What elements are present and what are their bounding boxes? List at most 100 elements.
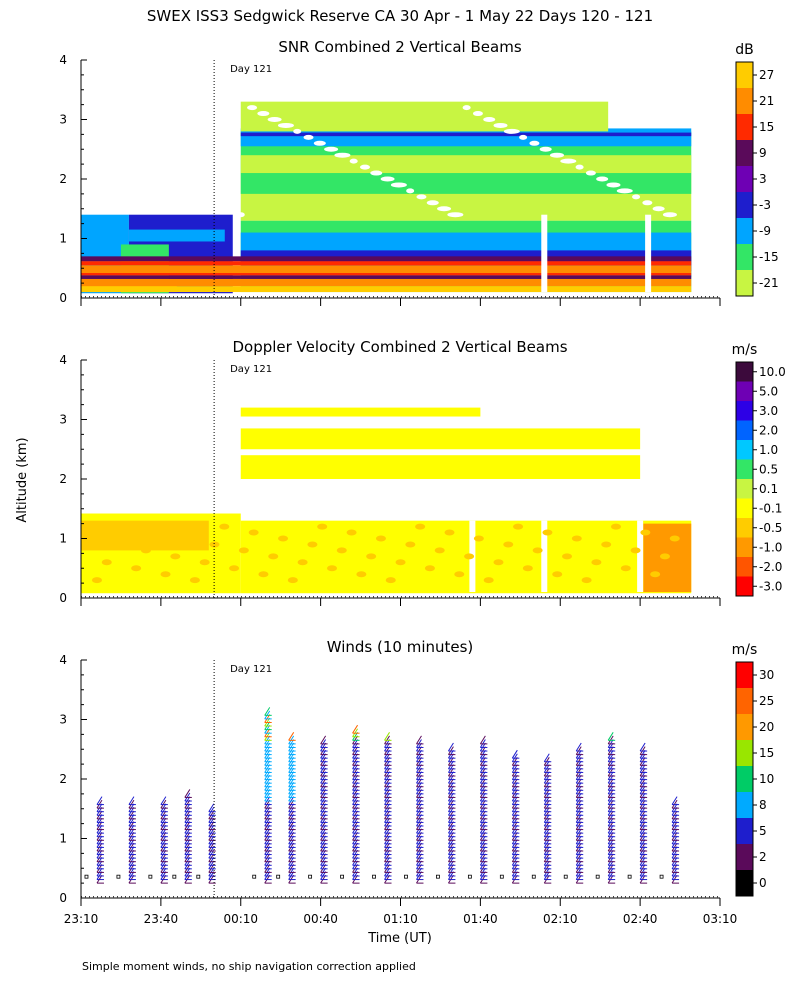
colorbar-swatch — [736, 459, 753, 479]
x-tick-label: 23:40 — [144, 912, 179, 926]
colorbar-label: 5 — [759, 824, 767, 838]
data-gap — [606, 182, 621, 188]
data-blob — [424, 565, 435, 572]
colorbar-label: 3.0 — [759, 404, 778, 418]
data-blob — [610, 523, 621, 530]
data-layer — [240, 455, 641, 479]
data-gap — [462, 105, 471, 111]
calm-marker — [84, 874, 89, 879]
data-gap — [370, 170, 383, 176]
y-tick-label: 0 — [59, 291, 67, 305]
colorbar-swatch — [736, 88, 753, 114]
y-tick-label: 1 — [59, 532, 67, 546]
colorbar-swatch — [736, 498, 753, 518]
data-blob — [630, 547, 641, 554]
calm-marker — [627, 874, 632, 879]
colorbar-swatch — [736, 766, 753, 792]
wind-barb — [384, 732, 390, 741]
wind-barb — [511, 749, 518, 759]
colorbar-frame — [735, 361, 754, 597]
plot-content — [81, 407, 692, 594]
colorbar-label: -1.0 — [759, 540, 782, 554]
x-tick-label: 01:40 — [463, 912, 498, 926]
y-tick-label: 0 — [59, 591, 67, 605]
colorbar-label: -21 — [759, 276, 779, 290]
data-gap — [642, 200, 653, 206]
data-blob — [160, 571, 171, 578]
data-blob — [140, 547, 151, 554]
data-gap — [426, 200, 439, 206]
colorbar-swatch — [736, 714, 753, 740]
colorbar-swatch — [736, 381, 753, 401]
wind-barb — [607, 732, 614, 741]
data-blob — [385, 577, 396, 584]
wind-barb — [448, 742, 454, 752]
day-marker-label: Day 121 — [230, 64, 272, 75]
colorbar-unit: m/s — [732, 342, 758, 358]
calm-marker — [196, 874, 201, 879]
day-marker-label: Day 121 — [230, 364, 272, 375]
data-blob — [229, 565, 240, 572]
data-blob — [278, 535, 289, 542]
wind-barb — [288, 732, 295, 741]
y-tick-label: 1 — [59, 232, 67, 246]
colorbar-swatch — [736, 362, 753, 382]
panel-title: Winds (10 minutes) — [327, 638, 474, 656]
colorbar-swatch — [736, 401, 753, 421]
colorbar-swatch — [736, 740, 753, 766]
data-gap — [585, 170, 596, 176]
data-blob — [601, 541, 612, 548]
data-blob — [659, 553, 670, 560]
data-gap — [637, 520, 644, 593]
y-tick-label: 3 — [59, 413, 67, 427]
data-blob — [268, 553, 279, 560]
winds-panel: Winds (10 minutes) Day 121 0 1 2 3 4 23:10 23:40… — [59, 638, 774, 926]
data-gap — [549, 152, 564, 158]
calm-marker — [404, 874, 408, 879]
data-gap — [541, 214, 548, 293]
colorbar-unit: m/s — [732, 642, 758, 658]
colorbar-label: 8 — [759, 798, 767, 812]
colorbar-label: 10 — [759, 772, 774, 786]
colorbar-swatch — [736, 557, 753, 577]
calm-marker — [499, 874, 504, 879]
y-tick-label: 1 — [59, 832, 67, 846]
colorbar-swatch — [736, 518, 753, 538]
colorbar-swatch — [736, 140, 753, 166]
data-gap — [416, 194, 427, 200]
colorbar-label: 0.1 — [759, 482, 778, 496]
data-layer — [81, 265, 692, 274]
y-tick-label: 4 — [59, 353, 67, 367]
data-layer — [240, 132, 692, 137]
wind-barb — [264, 707, 271, 716]
data-layer — [81, 278, 692, 287]
data-gap — [380, 176, 395, 182]
y-tick-label: 2 — [59, 172, 67, 186]
colorbar-swatch — [736, 537, 753, 557]
data-blob — [317, 523, 328, 530]
data-gap — [596, 176, 609, 182]
data-blob — [415, 523, 426, 530]
wind-barb — [639, 742, 646, 752]
colorbar-label: 20 — [759, 720, 774, 734]
data-gap — [616, 188, 633, 194]
data-gap — [483, 117, 496, 122]
data-blob — [366, 553, 377, 560]
y-axis-label: Altitude (km) — [15, 437, 30, 522]
calm-marker — [467, 874, 472, 879]
data-layer — [240, 155, 692, 174]
calm-marker — [116, 874, 121, 879]
colorbar-label: 30 — [759, 668, 774, 682]
data-blob — [493, 559, 504, 566]
x-tick-label: 01:10 — [383, 912, 418, 926]
data-gap — [662, 212, 677, 218]
data-gap — [334, 152, 351, 158]
data-gap — [493, 122, 508, 128]
data-gap — [632, 194, 641, 200]
colorbar-swatch — [736, 792, 753, 818]
data-blob — [562, 553, 573, 560]
wind-barb — [160, 796, 167, 805]
data-layer — [81, 275, 692, 279]
colorbar-label: 0 — [759, 876, 767, 890]
colorbar-label: -3.0 — [759, 579, 782, 593]
